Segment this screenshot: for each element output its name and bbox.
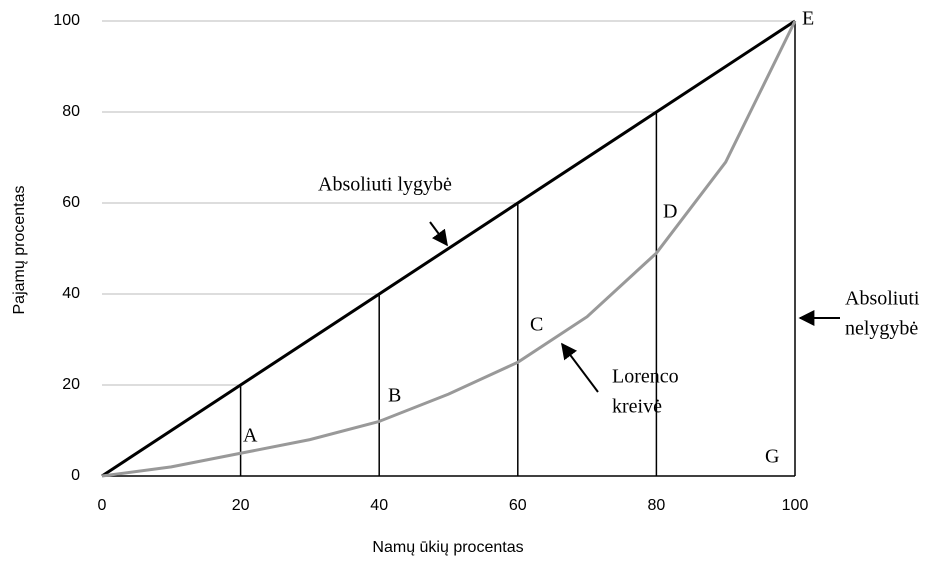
- y-tick-label: 60: [62, 194, 80, 211]
- annotation: Lorenco: [612, 366, 679, 388]
- y-tick-label: 100: [53, 12, 80, 29]
- x-tick-label: 40: [370, 497, 388, 514]
- x-tick-label: 0: [98, 497, 107, 514]
- annotation: kreivė: [612, 396, 662, 418]
- arrow: [561, 342, 599, 393]
- annotation: Absoliuti: [845, 288, 920, 310]
- x-tick-label: 60: [509, 497, 527, 514]
- annotation: A: [243, 425, 258, 447]
- y-tick-label: 40: [62, 285, 80, 302]
- x-axis-label: Namų ūkių procentas: [372, 539, 523, 556]
- annotation: D: [663, 201, 677, 223]
- x-tick-label: 100: [782, 497, 809, 514]
- y-axis-label: Pajamų procentas: [11, 186, 28, 315]
- annotation: Absoliuti lygybė: [318, 174, 452, 196]
- series-line: [101, 20, 797, 478]
- annotation: E: [802, 8, 814, 30]
- x-tick-label: 80: [648, 497, 666, 514]
- x-tick-label: 20: [232, 497, 250, 514]
- annotation: C: [530, 314, 543, 336]
- y-tick-label: 20: [62, 376, 80, 393]
- arrow: [429, 221, 448, 247]
- annotation: nelygybė: [845, 318, 918, 340]
- series-line: [101, 19, 796, 478]
- annotation: G: [765, 446, 779, 468]
- y-tick-label: 0: [71, 467, 80, 484]
- y-tick-label: 80: [62, 103, 80, 120]
- annotation: B: [388, 385, 401, 407]
